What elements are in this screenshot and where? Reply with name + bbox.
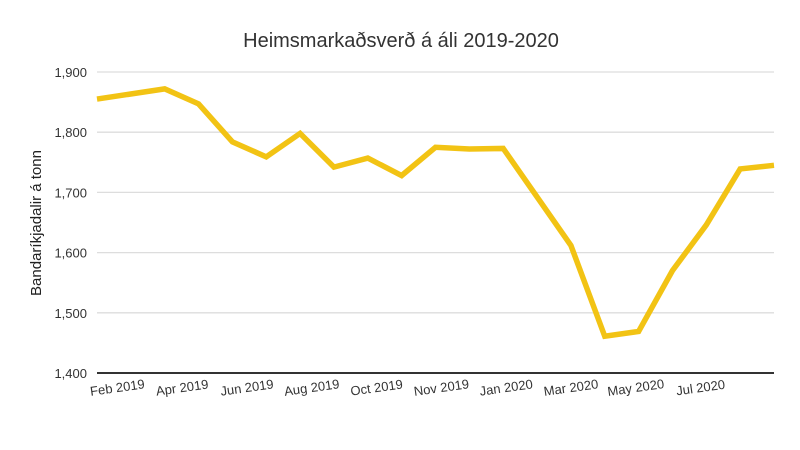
y-tick-label: 1,900: [54, 65, 87, 80]
y-tick-label: 1,800: [54, 125, 87, 140]
x-tick-label: Apr 2019: [155, 376, 209, 398]
x-tick-label: Jan 2020: [479, 376, 534, 398]
y-tick-label: 1,600: [54, 246, 87, 261]
x-tick-label: Aug 2019: [283, 376, 340, 399]
x-tick-label: May 2020: [606, 376, 665, 399]
y-tick-label: 1,500: [54, 306, 87, 321]
x-tick-label: Oct 2019: [349, 376, 403, 398]
x-tick-label: Mar 2020: [543, 376, 599, 398]
x-tick-label: Nov 2019: [413, 376, 470, 399]
series-line: [96, 86, 775, 340]
x-tick-label: Jul 2020: [675, 377, 726, 399]
x-tick-label: Jun 2019: [219, 376, 274, 398]
x-tick-label: Feb 2019: [89, 376, 145, 398]
y-axis-label: Bandaríkjadalir á tonn: [28, 150, 45, 296]
y-tick-label: 1,700: [54, 185, 87, 200]
y-tick-label: 1,400: [54, 366, 87, 381]
chart-title: Heimsmarkaðsverð á áli 2019-2020: [243, 30, 559, 52]
